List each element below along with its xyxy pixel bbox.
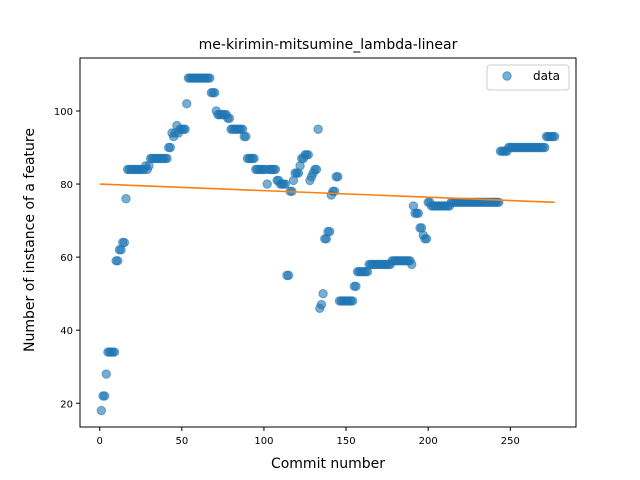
data-point bbox=[162, 153, 172, 164]
y-tick-label: 60 bbox=[60, 253, 73, 264]
data-point bbox=[421, 234, 432, 244]
chart-title: me-kirimin-mitsumine_lambda-linear bbox=[199, 37, 458, 53]
data-point bbox=[165, 142, 176, 153]
fit-line bbox=[99, 183, 555, 204]
data-point bbox=[101, 369, 111, 379]
y-tick-label: 80 bbox=[60, 180, 73, 191]
y-tick-label: 40 bbox=[60, 326, 73, 337]
data-point bbox=[96, 405, 107, 416]
data-point bbox=[262, 179, 272, 189]
data-point bbox=[209, 88, 220, 98]
data-point bbox=[316, 299, 327, 310]
data-point bbox=[121, 193, 131, 204]
data-point bbox=[311, 164, 322, 175]
data-point bbox=[540, 142, 550, 153]
x-tick-label: 150 bbox=[337, 436, 356, 447]
x-tick-label: 0 bbox=[97, 436, 103, 447]
legend-marker bbox=[502, 71, 512, 81]
data-point bbox=[347, 296, 358, 306]
data-point bbox=[303, 150, 313, 160]
data-point bbox=[313, 124, 323, 134]
y-tick-label: 100 bbox=[54, 107, 73, 118]
legend-entry-label: data bbox=[533, 69, 560, 83]
data-point bbox=[413, 208, 424, 218]
plot-area bbox=[96, 73, 560, 416]
y-tick-label: 20 bbox=[60, 399, 73, 410]
data-point bbox=[99, 391, 110, 401]
data-point bbox=[109, 347, 120, 357]
data-point bbox=[549, 131, 560, 142]
data-point bbox=[280, 179, 290, 189]
data-point bbox=[119, 237, 130, 248]
data-point bbox=[283, 270, 294, 281]
axes-frame bbox=[79, 57, 577, 428]
y-axis-label: Number of instance of a feature bbox=[22, 128, 38, 352]
data-point bbox=[351, 281, 361, 292]
data-point bbox=[205, 73, 215, 83]
legend: data bbox=[486, 64, 570, 91]
data-point bbox=[180, 124, 190, 134]
axes: 0 50 100 150 200 250 20 40 60 80 100 bbox=[54, 57, 577, 447]
data-point bbox=[113, 256, 123, 266]
data-point bbox=[241, 131, 251, 142]
data-point bbox=[324, 226, 335, 237]
data-point bbox=[333, 172, 343, 182]
x-tick-label: 50 bbox=[175, 436, 188, 447]
data-point bbox=[407, 259, 417, 270]
data-point bbox=[182, 98, 192, 109]
legend-box bbox=[486, 64, 570, 91]
data-point bbox=[270, 164, 281, 175]
x-tick-label: 250 bbox=[501, 436, 520, 447]
x-axis-label: Commit number bbox=[271, 456, 385, 472]
x-tick-label: 100 bbox=[254, 436, 273, 447]
data-point bbox=[224, 113, 235, 123]
data-point bbox=[249, 153, 259, 164]
data-point bbox=[318, 288, 328, 299]
x-tick-label: 200 bbox=[419, 436, 438, 447]
